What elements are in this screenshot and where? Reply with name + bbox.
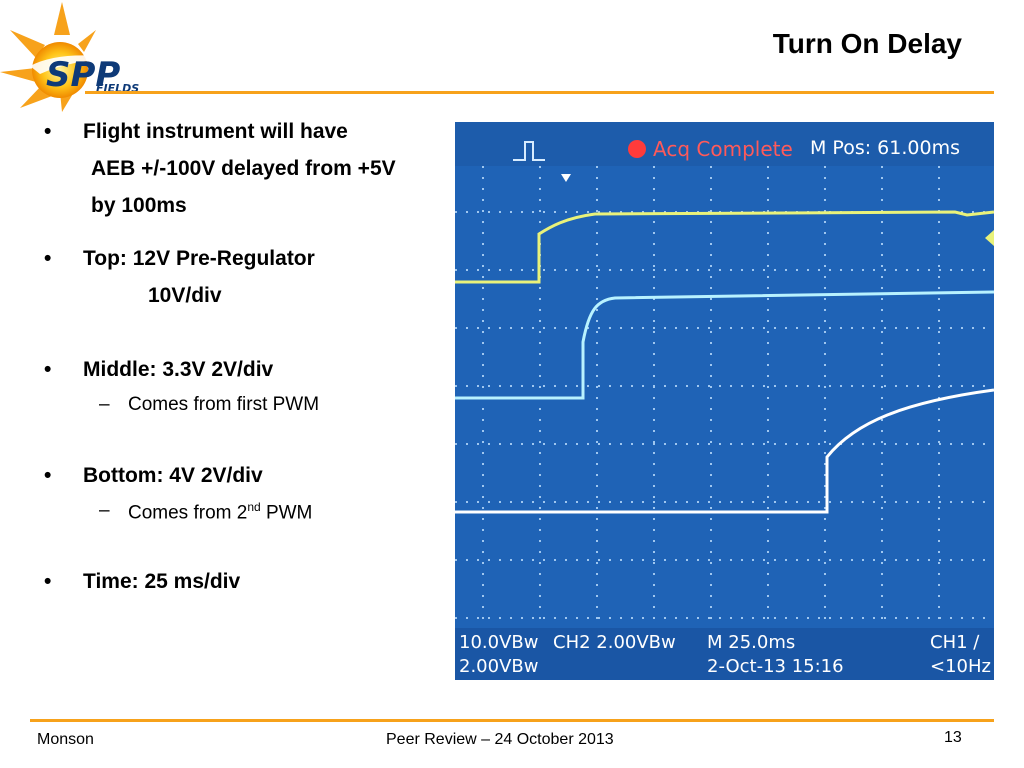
bullet-text: by 100ms: [91, 194, 187, 217]
header-divider: [85, 91, 994, 94]
bullet-marker: •: [44, 570, 52, 593]
svg-text:Acq Complete: Acq Complete: [653, 137, 793, 161]
footer-event: Peer Review – 24 October 2013: [386, 731, 614, 748]
svg-text:10.0VBᴡ: 10.0VBᴡ: [459, 632, 538, 653]
trigger-pulse-icon: [513, 141, 545, 161]
bullet-text: AEB +/-100V delayed from +5V: [91, 157, 396, 180]
svg-text:M Pos: 61.00ms: M Pos: 61.00ms: [810, 137, 960, 159]
bullet-text: Top: 12V Pre-Regulator: [83, 247, 315, 270]
page-number: 13: [944, 729, 962, 746]
footer-author: Monson: [37, 731, 94, 748]
oscilloscope-screen: Acq Complete M Pos: 61.00ms 10.0VBᴡ CH2 …: [455, 122, 995, 680]
svg-text:CH2 2.00VBᴡ: CH2 2.00VBᴡ: [553, 632, 676, 653]
svg-text:CH1 ∕: CH1 ∕: [930, 632, 980, 653]
bullet-text: Flight instrument will have: [83, 120, 348, 143]
record-stop-icon: [628, 140, 646, 158]
sub-bullet-marker: –: [99, 500, 110, 521]
sub-bullet-marker: –: [99, 394, 110, 415]
bullet-text: Bottom: 4V 2V/div: [83, 464, 263, 487]
sub-bullet-text: Comes from 2nd PWM: [128, 500, 313, 524]
trace-ch1: [455, 210, 995, 284]
footer-divider: [30, 719, 994, 722]
svg-text:2-Oct-13 15:16: 2-Oct-13 15:16: [707, 656, 844, 677]
bullet-text: 10V/div: [148, 284, 222, 307]
bullet-marker: •: [44, 464, 52, 487]
svg-text:2.00VBᴡ: 2.00VBᴡ: [459, 656, 538, 677]
bullet-marker: •: [44, 358, 52, 381]
trace-ch3: [455, 388, 995, 514]
trigger-position-icon: [561, 174, 571, 182]
trace-ch2: [455, 290, 995, 400]
bullet-list: • Flight instrument will have AEB +/-100…: [0, 0, 460, 700]
bullet-marker: •: [44, 247, 52, 270]
sun-rays-icon: [0, 2, 96, 112]
bullet-marker: •: [44, 120, 52, 143]
svg-text:M 25.0ms: M 25.0ms: [707, 632, 795, 653]
slide-title: Turn On Delay: [772, 28, 962, 59]
bullet-text: Time: 25 ms/div: [83, 570, 241, 593]
svg-text:<10Hz: <10Hz: [930, 656, 991, 677]
bullet-text: Middle: 3.3V 2V/div: [83, 358, 274, 381]
sub-bullet-text: Comes from first PWM: [128, 394, 320, 415]
svg-text:SPP: SPP: [46, 55, 120, 95]
ch1-level-marker: [985, 230, 994, 246]
